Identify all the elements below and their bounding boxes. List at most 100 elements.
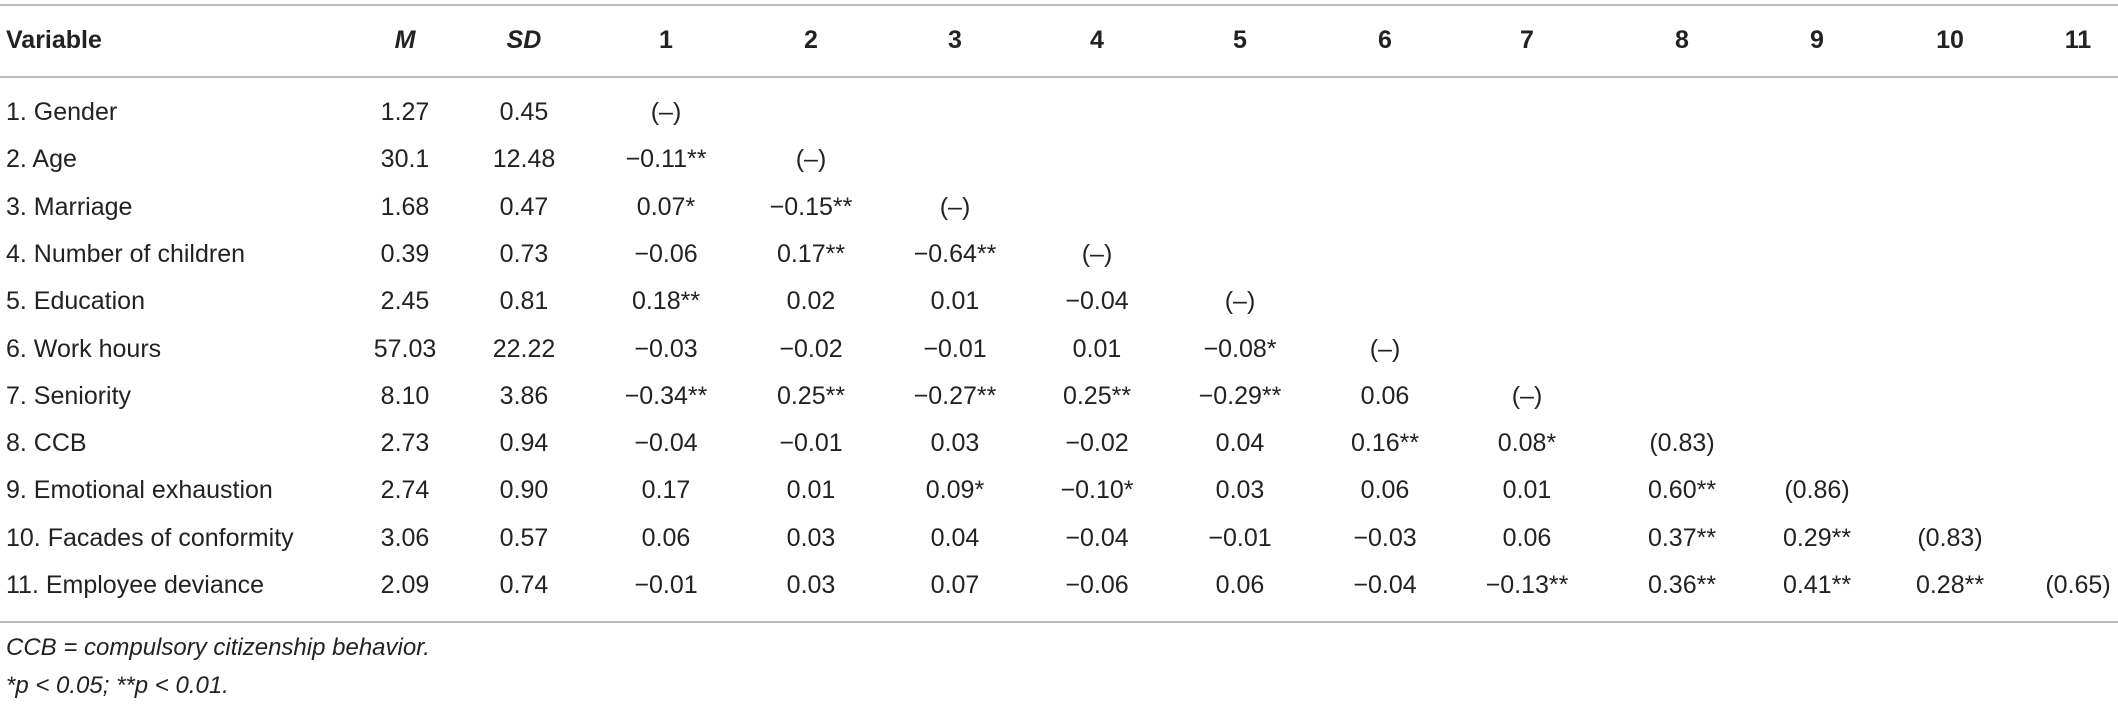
- table-cell: 0.57: [499, 523, 549, 552]
- footnote: CCB = compulsory citizenship behavior.: [6, 634, 430, 661]
- table-cell: 0.06: [1360, 476, 1410, 505]
- table-cell: 0.01: [786, 476, 836, 505]
- table-cell: 0.06: [1502, 523, 1552, 552]
- row-label: 8. CCB: [6, 429, 87, 458]
- table-cell: 0.28**: [1915, 571, 1985, 599]
- table-cell: −0.01: [923, 334, 987, 363]
- table-cell: 0.08*: [1497, 429, 1557, 458]
- table-cell: 2.74: [380, 476, 430, 505]
- table-cell: 0.02: [786, 287, 836, 316]
- table-cell: 30.1: [380, 145, 430, 174]
- table-cell: 2.09: [380, 571, 430, 599]
- table-cell: −0.08*: [1203, 334, 1277, 363]
- table-cell: 0.47: [499, 192, 549, 221]
- table-cell: (0.86): [1784, 476, 1850, 505]
- table-cell: 0.01: [1072, 334, 1122, 363]
- table-cell: (0.65): [2045, 571, 2111, 599]
- table-cell: −0.27**: [913, 381, 997, 410]
- table-cell: −0.11**: [625, 145, 707, 174]
- header-cell: 5: [1233, 26, 1247, 54]
- row-label: 3. Marriage: [6, 192, 133, 221]
- header-cell: 4: [1090, 26, 1104, 54]
- table-cell: 0.81: [499, 287, 549, 316]
- table-cell: 0.06: [641, 523, 691, 552]
- table-cell: 3.06: [380, 523, 430, 552]
- table-cell: −0.01: [1208, 523, 1272, 552]
- table-cell: 0.37**: [1647, 523, 1717, 552]
- row-label: 1. Gender: [6, 98, 118, 126]
- table-cell: 57.03: [373, 334, 437, 363]
- footnote: *p < 0.05; **p < 0.01.: [6, 672, 229, 699]
- row-label: 11. Employee deviance: [6, 571, 265, 599]
- table-cell: −0.06: [634, 239, 698, 268]
- row-label: 6. Work hours: [6, 334, 162, 363]
- table-cell: 0.17**: [776, 239, 846, 268]
- header-cell: 6: [1378, 26, 1392, 54]
- table-cell: 0.03: [930, 429, 980, 458]
- header-cell: 1: [659, 26, 673, 54]
- table-cell: (–): [1224, 287, 1256, 316]
- row-label: 4. Number of children: [6, 239, 246, 268]
- row-label: 10. Facades of conformity: [6, 523, 294, 552]
- header-cell: 7: [1520, 26, 1534, 54]
- row-label: 5. Education: [6, 287, 145, 316]
- table-cell: 0.25**: [776, 381, 846, 410]
- top-rule: [0, 4, 2118, 6]
- table-cell: 0.04: [1215, 429, 1265, 458]
- header-cell: 2: [804, 26, 818, 54]
- table-cell: (–): [1511, 381, 1543, 410]
- table-cell: 0.45: [499, 98, 549, 126]
- table-cell: 0.90: [499, 476, 549, 505]
- table-cell: 2.73: [380, 429, 430, 458]
- table-cell: 0.73: [499, 239, 549, 268]
- table-cell: 12.48: [492, 145, 556, 174]
- table-cell: 0.18**: [631, 287, 701, 316]
- table-cell: 0.03: [786, 571, 836, 599]
- table-cell: (0.83): [1649, 429, 1715, 458]
- table-cell: 22.22: [492, 334, 556, 363]
- table-cell: 0.17: [641, 476, 691, 505]
- header-cell: Variable: [6, 26, 102, 54]
- header-cell: M: [394, 26, 416, 54]
- table-cell: 3.86: [499, 381, 549, 410]
- table-cell: 0.07*: [636, 192, 696, 221]
- table-cell: −0.03: [634, 334, 698, 363]
- table-cell: −0.01: [779, 429, 843, 458]
- header-cell: SD: [506, 26, 542, 54]
- table-cell: −0.13**: [1485, 571, 1569, 599]
- table-cell: −0.64**: [913, 239, 997, 268]
- table-cell: 0.29**: [1782, 523, 1852, 552]
- table-cell: (–): [1369, 334, 1401, 363]
- table-cell: 0.03: [1215, 476, 1265, 505]
- table-cell: −0.03: [1353, 523, 1417, 552]
- table-cell: −0.34**: [624, 381, 708, 410]
- table-cell: −0.10*: [1060, 476, 1134, 505]
- header-cell: 10: [1936, 26, 1964, 54]
- table-cell: 0.01: [930, 287, 980, 316]
- table-cell: 0.16**: [1350, 429, 1420, 458]
- table-cell: 0.06: [1215, 571, 1265, 599]
- table-cell: 0.39: [380, 239, 430, 268]
- table-cell: −0.06: [1065, 571, 1129, 599]
- header-cell: 9: [1810, 26, 1824, 54]
- table-cell: −0.02: [779, 334, 843, 363]
- table-cell: 0.36**: [1647, 571, 1717, 599]
- table-cell: 0.04: [930, 523, 980, 552]
- table-cell: (–): [650, 98, 682, 126]
- table-cell: (–): [795, 145, 827, 174]
- table-cell: 0.03: [786, 523, 836, 552]
- table-cell: (0.83): [1917, 523, 1983, 552]
- table-cell: 2.45: [380, 287, 430, 316]
- row-label: 9. Emotional exhaustion: [6, 476, 273, 505]
- header-cell: 8: [1675, 26, 1689, 54]
- table-cell: −0.15**: [769, 192, 853, 221]
- table-cell: −0.04: [1065, 523, 1129, 552]
- row-label: 7. Seniority: [6, 381, 132, 410]
- table-cell: (–): [939, 192, 971, 221]
- table-cell: 0.41**: [1782, 571, 1852, 599]
- table-cell: 0.60**: [1647, 476, 1717, 505]
- row-label: 2. Age: [6, 145, 77, 174]
- table-cell: −0.29**: [1198, 381, 1282, 410]
- table-cell: 0.07: [930, 571, 980, 599]
